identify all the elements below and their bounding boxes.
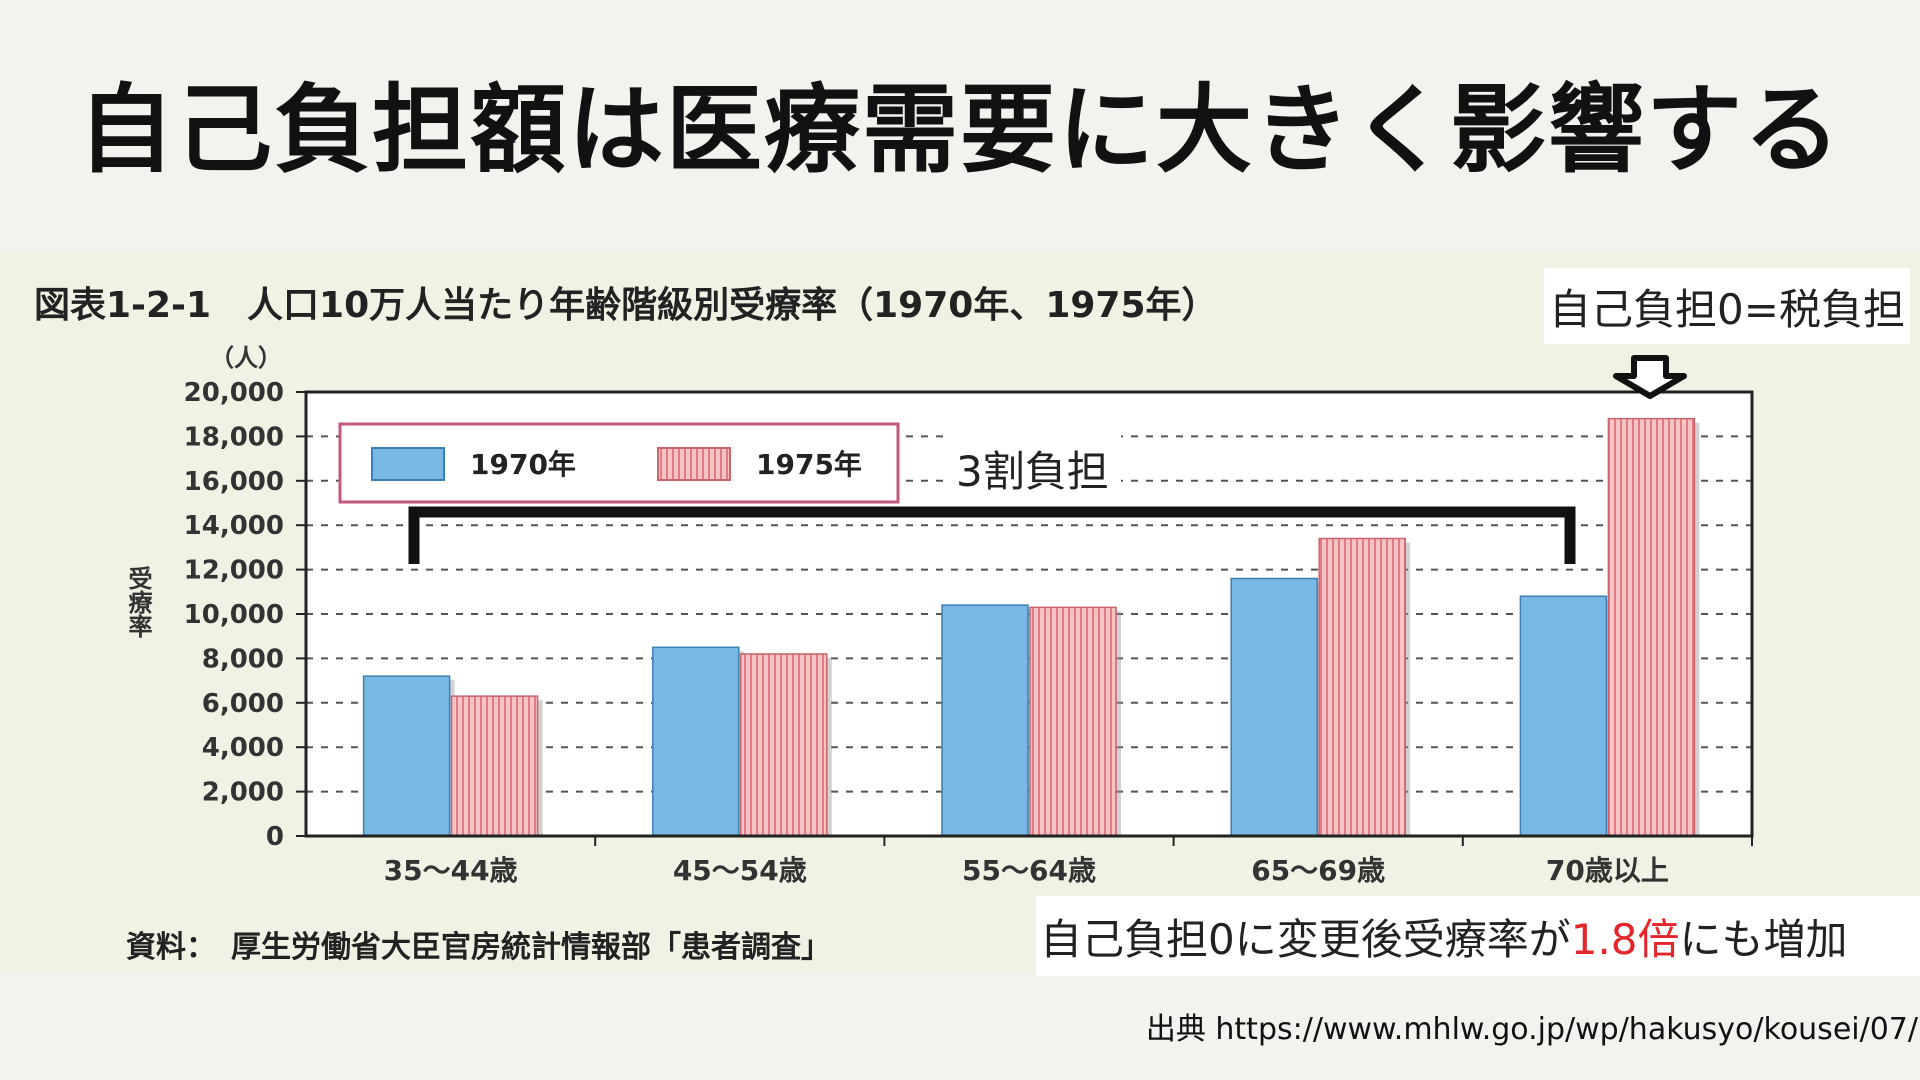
slide-title: 自己負担額は医療需要に大きく影響する xyxy=(78,74,1842,186)
bar-1970 xyxy=(941,604,1029,837)
x-tick-label: 35～44歳 xyxy=(384,854,518,887)
y-tick-label: 0 xyxy=(266,822,284,852)
y-tick-label: 6,000 xyxy=(202,689,284,719)
increase-prefix: 自己負担0に変更後受療率が xyxy=(1040,914,1571,964)
y-axis-label: 受療率 xyxy=(124,566,152,638)
bar-1975 xyxy=(450,695,539,837)
x-tick-label: 55～64歳 xyxy=(962,854,1096,887)
bar-1970 xyxy=(1230,577,1318,837)
y-tick-label: 12,000 xyxy=(184,556,284,586)
y-tick-label: 14,000 xyxy=(184,511,284,541)
x-tick-label: 45～54歳 xyxy=(673,854,807,887)
legend-swatch xyxy=(657,447,731,481)
bracket xyxy=(408,506,1576,564)
legend-label: 1970年 xyxy=(470,448,576,481)
y-axis-unit: （人） xyxy=(210,344,282,372)
bar-1975 xyxy=(740,653,828,837)
y-tick-label: 2,000 xyxy=(202,778,284,808)
y-tick-label: 18,000 xyxy=(184,422,284,452)
plot-frame xyxy=(304,390,1754,838)
legend-swatch xyxy=(371,447,445,481)
y-tick-label: 8,000 xyxy=(202,644,284,674)
legend-label: 1975年 xyxy=(756,448,862,481)
down-arrow-icon xyxy=(1613,355,1687,399)
x-tick-label: 65～69歳 xyxy=(1251,854,1385,887)
chart-source: 資料： 厚生労働省大臣官房統計情報部「患者調査」 xyxy=(126,930,831,965)
bar-1975 xyxy=(1318,537,1406,837)
zero-burden-label: 自己負担0=税負担 xyxy=(1544,268,1910,344)
increase-suffix: にも増加 xyxy=(1679,914,1848,964)
y-tick-label: 10,000 xyxy=(184,600,284,630)
y-tick-label: 20,000 xyxy=(184,378,284,408)
bar-1975 xyxy=(1607,417,1696,837)
source-url: 出典 https://www.mhlw.go.jp/wp/hakusyo/kou… xyxy=(1145,1012,1918,1047)
bar-1970 xyxy=(652,646,740,837)
increase-highlight: 1.8倍 xyxy=(1570,914,1680,964)
chart-title: 図表1-2-1 人口10万人当たり年齢階級別受療率（1970年、1975年） xyxy=(34,285,1218,326)
thirty-percent-label: 3割負担 xyxy=(944,434,1121,503)
y-tick-label: 4,000 xyxy=(202,733,284,763)
bar-1970 xyxy=(1519,595,1608,837)
x-tick-label: 70歳以上 xyxy=(1546,854,1669,887)
increase-note: 自己負担0に変更後受療率が 1.8倍 にも増加 xyxy=(1036,896,1920,976)
y-tick-label: 16,000 xyxy=(184,467,284,497)
bar-1970 xyxy=(362,675,451,837)
bar-1975 xyxy=(1029,606,1117,837)
